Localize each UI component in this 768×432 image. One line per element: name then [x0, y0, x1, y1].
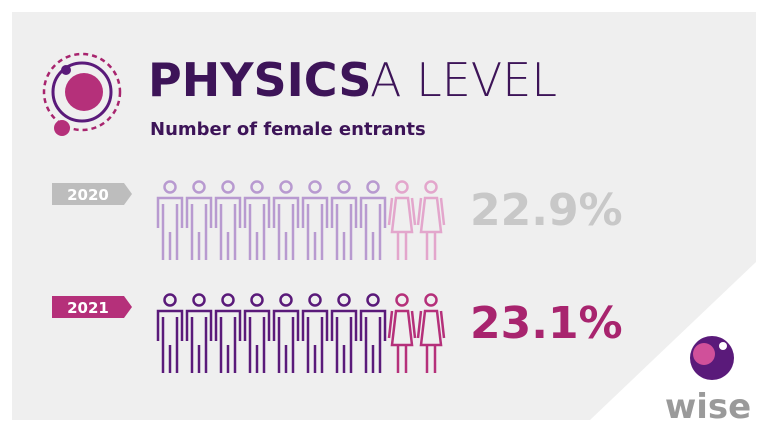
- body: [214, 196, 242, 260]
- head: [395, 180, 409, 194]
- female-icon: [387, 293, 417, 373]
- body: [301, 309, 329, 373]
- male-icon: [243, 293, 271, 373]
- female-icon: [387, 180, 417, 260]
- header-icon: [42, 52, 122, 136]
- head: [424, 293, 438, 307]
- body: [185, 309, 213, 373]
- male-icon: [330, 180, 358, 260]
- head: [250, 293, 264, 307]
- female-icon: [416, 180, 446, 260]
- male-icon: [272, 180, 300, 260]
- body: [330, 309, 358, 373]
- head: [192, 180, 206, 194]
- head: [250, 180, 264, 194]
- male-icon: [214, 293, 242, 373]
- rows: 2020 22.9% 2021 23.1%: [52, 180, 623, 373]
- head: [366, 293, 380, 307]
- body: [387, 309, 417, 373]
- year-label: 2021: [67, 299, 109, 317]
- body: [387, 196, 417, 260]
- male-icon: [301, 180, 329, 260]
- head: [337, 180, 351, 194]
- year-tag: [52, 183, 132, 205]
- male-icon: [359, 293, 387, 373]
- subtitle: Number of female entrants: [150, 119, 426, 140]
- male-icon: [243, 180, 271, 260]
- male-icon: [185, 293, 213, 373]
- logo: wise: [665, 336, 751, 427]
- head: [163, 293, 177, 307]
- body: [301, 196, 329, 260]
- body: [272, 309, 300, 373]
- body: [416, 196, 446, 260]
- head: [308, 180, 322, 194]
- head: [395, 293, 409, 307]
- title-light: A LEVEL: [370, 53, 557, 107]
- year-tag: [52, 296, 132, 318]
- head: [221, 180, 235, 194]
- head: [163, 180, 177, 194]
- head: [221, 293, 235, 307]
- head: [308, 293, 322, 307]
- male-icon: [272, 293, 300, 373]
- head: [192, 293, 206, 307]
- male-icon: [156, 180, 184, 260]
- body: [185, 196, 213, 260]
- logo-text: wise: [665, 387, 751, 427]
- head: [279, 293, 293, 307]
- body: [272, 196, 300, 260]
- body: [330, 196, 358, 260]
- male-icon: [214, 180, 242, 260]
- male-icon: [301, 293, 329, 373]
- title-bold: PHYSICS: [148, 53, 372, 107]
- percentage: 22.9%: [470, 185, 623, 236]
- male-icon: [330, 293, 358, 373]
- body: [243, 196, 271, 260]
- male-icon: [156, 293, 184, 373]
- body: [359, 309, 387, 373]
- body: [359, 196, 387, 260]
- female-icon: [416, 293, 446, 373]
- body: [156, 309, 184, 373]
- body: [156, 196, 184, 260]
- head: [337, 293, 351, 307]
- head: [279, 180, 293, 194]
- body: [416, 309, 446, 373]
- percentage: 23.1%: [470, 298, 623, 349]
- male-icon: [185, 180, 213, 260]
- head: [424, 180, 438, 194]
- year-label: 2020: [67, 186, 109, 204]
- body: [214, 309, 242, 373]
- male-icon: [359, 180, 387, 260]
- panel-cut: [590, 262, 756, 420]
- body: [243, 309, 271, 373]
- head: [366, 180, 380, 194]
